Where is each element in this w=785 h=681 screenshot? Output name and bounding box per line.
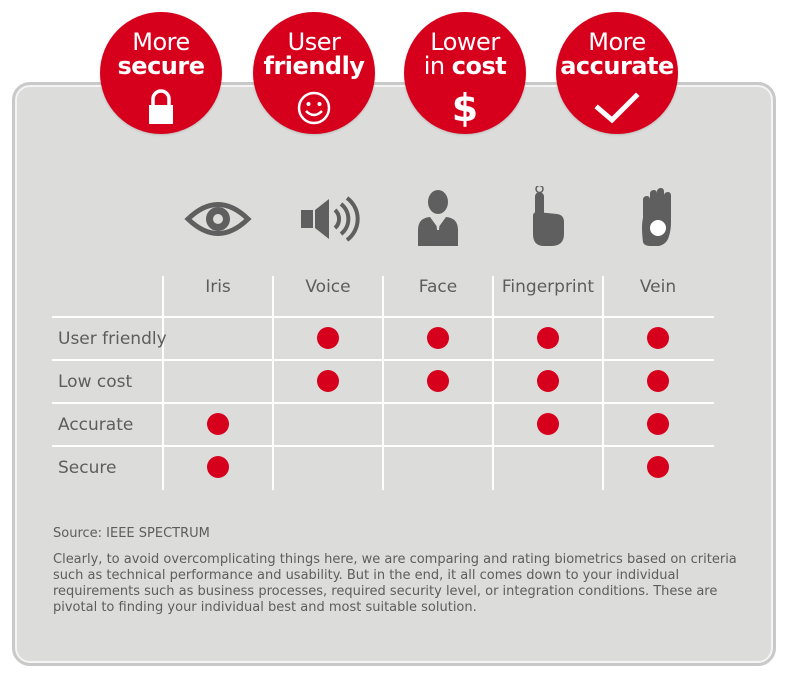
padlock-icon bbox=[100, 86, 222, 130]
rating-dot bbox=[647, 370, 669, 392]
grid-divider bbox=[162, 276, 164, 490]
rating-dot bbox=[647, 327, 669, 349]
badge-line2-in: in bbox=[423, 52, 452, 80]
badge-user-friendly: User friendly bbox=[253, 12, 375, 134]
badge-line2: friendly bbox=[263, 52, 365, 80]
rating-dot bbox=[207, 456, 229, 478]
rating-dot bbox=[427, 327, 449, 349]
rating-dot bbox=[537, 327, 559, 349]
speaker-icon bbox=[273, 186, 383, 252]
grid-divider bbox=[382, 276, 384, 490]
checkmark-icon bbox=[556, 86, 678, 130]
smiley-icon bbox=[253, 86, 375, 130]
fingerprint-finger-icon bbox=[493, 184, 603, 252]
badge-line1: More bbox=[132, 28, 190, 56]
rating-dot bbox=[647, 413, 669, 435]
row-label-low-cost: Low cost bbox=[58, 372, 133, 392]
person-icon bbox=[383, 186, 493, 252]
eye-icon bbox=[163, 186, 273, 252]
badge-more-accurate: More accurate bbox=[556, 12, 678, 134]
source-note: Source: IEEE SPECTRUM bbox=[53, 526, 210, 541]
palm-vein-icon bbox=[603, 186, 713, 252]
grid-divider bbox=[272, 276, 274, 490]
dollar-sign: $ bbox=[451, 86, 479, 130]
dollar-icon: $ bbox=[404, 86, 526, 130]
badge-line2: accurate bbox=[560, 52, 674, 80]
row-label-secure: Secure bbox=[58, 458, 117, 478]
grid-divider bbox=[52, 445, 714, 447]
rating-dot bbox=[427, 370, 449, 392]
grid-divider bbox=[52, 359, 714, 361]
badge-line2: secure bbox=[117, 52, 206, 80]
grid-divider bbox=[52, 402, 714, 404]
badge-more-secure: More secure bbox=[100, 12, 222, 134]
column-header-face: Face bbox=[418, 277, 458, 297]
column-header-vein: Vein bbox=[639, 277, 677, 297]
badge-line2-cost: cost bbox=[451, 52, 507, 80]
rating-dot bbox=[207, 413, 229, 435]
grid-divider bbox=[52, 316, 714, 318]
badge-line1: Lower bbox=[430, 28, 500, 56]
badge-line1: User bbox=[287, 28, 341, 56]
column-header-fingerprint: Fingerprint bbox=[501, 277, 595, 297]
disclaimer-text: Clearly, to avoid overcomplicating thing… bbox=[53, 552, 737, 615]
badge-line1: More bbox=[588, 28, 646, 56]
column-header-voice: Voice bbox=[305, 277, 351, 297]
badge-lower-cost: Lower in cost $ bbox=[404, 12, 526, 134]
column-header-iris: Iris bbox=[205, 277, 231, 297]
row-label-user-friendly: User friendly bbox=[58, 329, 167, 349]
grid-divider bbox=[602, 276, 604, 490]
rating-dot bbox=[647, 456, 669, 478]
row-label-accurate: Accurate bbox=[58, 415, 134, 435]
rating-dot bbox=[537, 370, 559, 392]
rating-dot bbox=[537, 413, 559, 435]
grid-divider bbox=[492, 276, 494, 490]
rating-dot bbox=[317, 327, 339, 349]
rating-dot bbox=[317, 370, 339, 392]
